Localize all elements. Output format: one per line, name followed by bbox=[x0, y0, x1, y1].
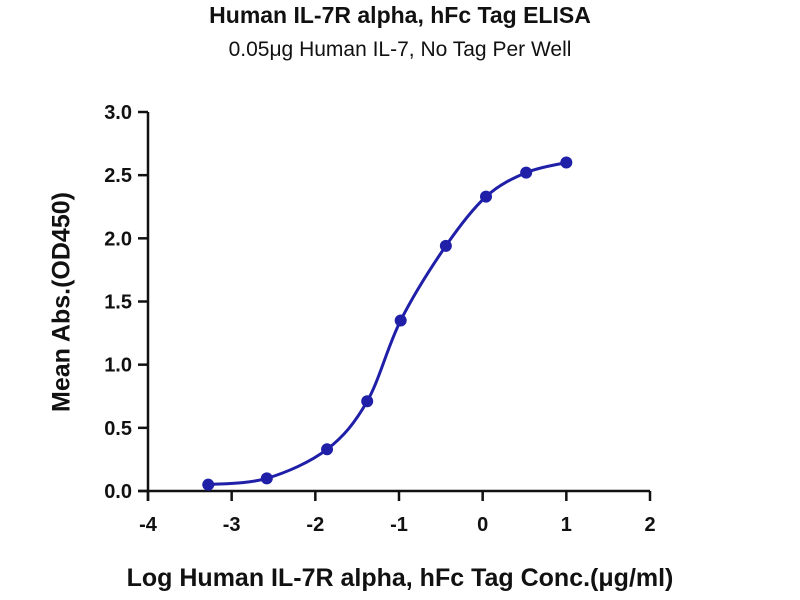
data-point bbox=[202, 478, 215, 491]
x-tick-label: -2 bbox=[306, 514, 324, 536]
data-point bbox=[480, 190, 493, 203]
data-points-layer bbox=[202, 156, 573, 491]
axes: -4 -3 -2 -1 0 1 2 0.0 0.5 1.0 1.5 2.0 2.5 3.0 bbox=[104, 102, 655, 536]
x-tick-label: 1 bbox=[561, 514, 572, 536]
x-tick-label: -4 bbox=[139, 514, 158, 536]
data-point bbox=[520, 166, 533, 179]
data-point bbox=[321, 443, 334, 456]
chart-subtitle: 0.05μg Human IL-7, No Tag Per Well bbox=[228, 38, 572, 61]
y-tick-label: 0.5 bbox=[104, 418, 132, 440]
x-tick-label: -3 bbox=[223, 514, 241, 536]
x-tick-label: -1 bbox=[390, 514, 408, 536]
y-tick-label: 3.0 bbox=[104, 102, 132, 124]
y-tick-label: 2.5 bbox=[104, 165, 132, 187]
x-tick-label: 0 bbox=[477, 514, 488, 536]
y-tick-label: 1.5 bbox=[104, 292, 132, 314]
x-tick-label: 2 bbox=[644, 514, 655, 536]
data-point bbox=[394, 314, 407, 327]
data-point bbox=[560, 156, 573, 169]
y-tick-label: 0.0 bbox=[104, 481, 132, 503]
data-point bbox=[361, 395, 374, 408]
fit-curve bbox=[208, 161, 567, 487]
data-point bbox=[439, 239, 452, 252]
y-tick-label: 1.0 bbox=[104, 355, 132, 377]
y-tick-label: 2.0 bbox=[104, 228, 132, 250]
chart-title: Human IL-7R alpha, hFc Tag ELISA bbox=[209, 2, 591, 28]
data-point bbox=[260, 472, 273, 485]
x-axis-label: Log Human IL-7R alpha, hFc Tag Conc.(μg/… bbox=[126, 564, 674, 592]
fit-curve-layer bbox=[208, 161, 567, 487]
